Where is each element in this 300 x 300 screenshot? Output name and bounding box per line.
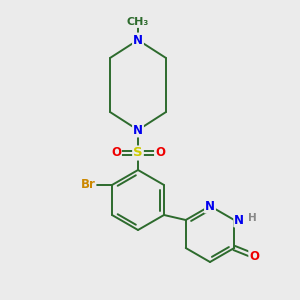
Text: N: N [133, 124, 143, 136]
Text: O: O [249, 250, 259, 262]
Text: N: N [234, 214, 244, 226]
Text: O: O [155, 146, 165, 160]
Text: S: S [133, 146, 143, 160]
Text: O: O [111, 146, 121, 160]
Text: Br: Br [81, 178, 95, 191]
Text: CH₃: CH₃ [127, 17, 149, 27]
Text: N: N [133, 34, 143, 46]
Text: H: H [248, 213, 256, 223]
Text: N: N [205, 200, 215, 212]
